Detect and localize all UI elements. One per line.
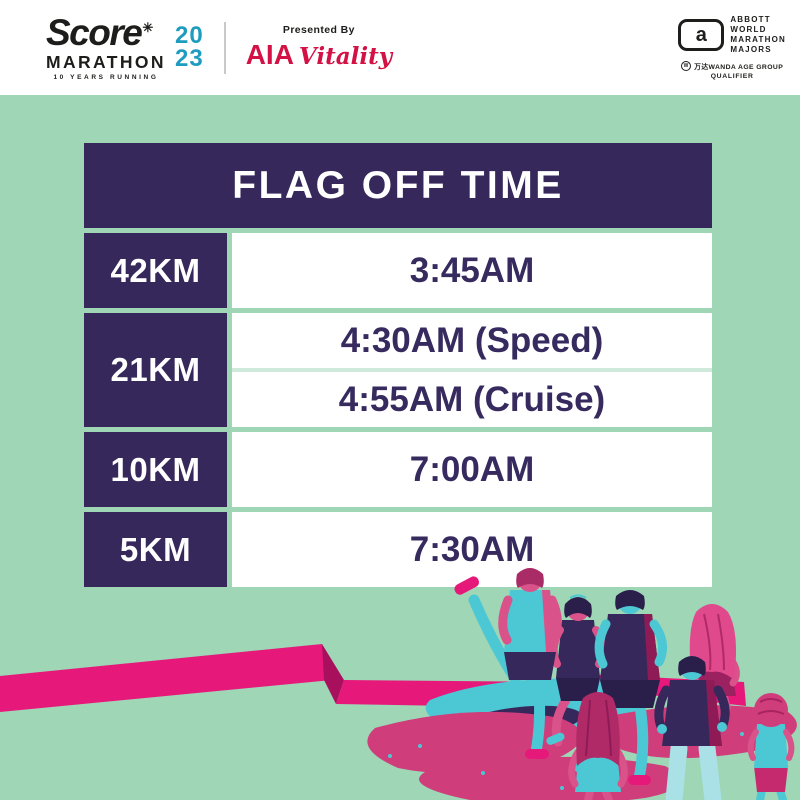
table-row-5km: 5KM 7:30AM <box>84 512 712 587</box>
runners-illustration <box>0 568 797 800</box>
runner-girl-long-hair <box>568 692 628 800</box>
aia-vitality-logo: AIA Vitality <box>246 39 392 71</box>
year-line-top: 20 <box>174 22 204 50</box>
wanda-age-group-text: 万达WANDA AGE GROUP <box>694 64 784 71</box>
table-row-10km: 10KM 7:00AM <box>84 432 712 507</box>
time-cell-divider <box>232 368 712 372</box>
score-word-text: Score <box>46 12 143 53</box>
distance-cell: 5KM <box>84 512 227 587</box>
presented-by-block: Presented By AIA Vitality <box>246 24 392 71</box>
score-year-2023: 20 23 <box>174 22 204 72</box>
score-marathon-logo: Score✳ MARATHON 10 YEARS RUNNING 20 23 <box>46 14 204 81</box>
time-cell: 7:30AM <box>232 512 712 587</box>
table-row-21km: 21KM 4:30AM (Speed) 4:55AM (Cruise) <box>84 313 712 427</box>
wanda-age-group-line: W 万达WANDA AGE GROUP <box>681 61 783 71</box>
distance-cell: 42KM <box>84 233 227 308</box>
wanda-icon: W <box>681 61 692 71</box>
table-title: FLAG OFF TIME <box>84 143 712 228</box>
time-cell: 7:00AM <box>232 432 712 507</box>
abbott-wordmark: ABBOTT WORLD MARATHON MAJORS <box>730 15 786 54</box>
flag-off-table: FLAG OFF TIME 42KM 3:45AM 21KM 4:30AM (S… <box>84 143 712 587</box>
presented-by-label: Presented By <box>282 24 355 36</box>
score-wordmark: Score✳ <box>46 14 166 51</box>
runner-man-light-pants <box>654 656 730 800</box>
qualifier-text: QUALIFIER <box>710 73 754 80</box>
runner-man-teal-tank <box>454 568 562 759</box>
time-cell-cruise: 4:55AM (Cruise) <box>232 372 712 427</box>
vitality-brand-text: Vitality <box>298 43 393 70</box>
score-tagline: 10 YEARS RUNNING <box>53 73 159 81</box>
score-marathon-text: MARATHON <box>46 52 166 72</box>
year-line-bottom: 23 <box>174 44 204 72</box>
time-cell-speed: 4:30AM (Speed) <box>232 313 712 368</box>
abbott-a-icon: a <box>678 19 725 51</box>
time-cell-stack: 4:30AM (Speed) 4:55AM (Cruise) <box>232 313 712 427</box>
distance-cell: 21KM <box>84 313 227 427</box>
header-divider <box>223 21 226 74</box>
header-bar: Score✳ MARATHON 10 YEARS RUNNING 20 23 P… <box>0 0 800 95</box>
distance-cell: 10KM <box>84 432 227 507</box>
abbott-wmm-logo: a ABBOTT WORLD MARATHON MAJORS W 万达WANDA… <box>678 15 786 80</box>
aia-brand-text: AIA <box>245 39 294 70</box>
table-row-42km: 42KM 3:45AM <box>84 233 712 308</box>
time-cell: 3:45AM <box>232 233 712 308</box>
runner-child-afro <box>747 693 795 800</box>
score-star-icon: ✳ <box>142 20 154 35</box>
